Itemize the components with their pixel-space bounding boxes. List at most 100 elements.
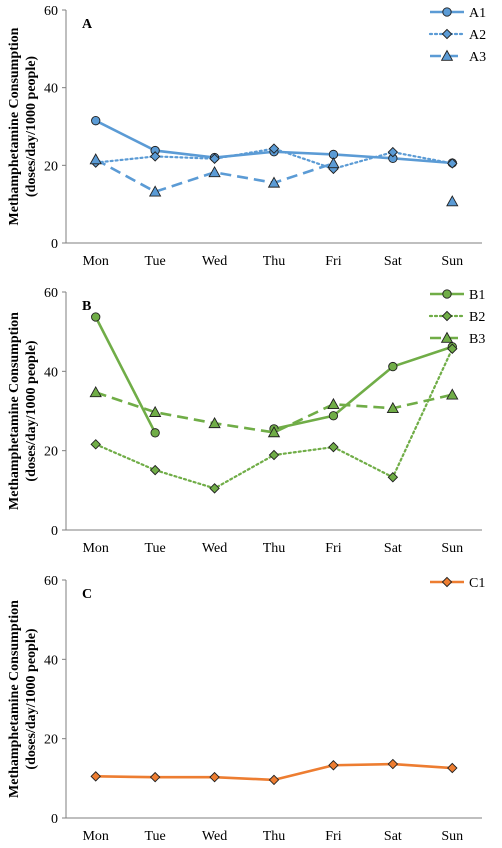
data-point-a3 <box>446 195 459 207</box>
legend-label-a1: A1 <box>469 6 486 21</box>
series-line-b1 <box>94 316 157 434</box>
x-tick-label: Mon <box>82 254 108 269</box>
legend-marker-b2 <box>441 310 453 322</box>
y-axis-title-line2: (doses/day/1000 people) <box>24 340 39 482</box>
x-tick-label: Wed <box>202 254 227 269</box>
y-tick-label: 0 <box>51 812 58 827</box>
data-point-c1 <box>268 774 280 786</box>
legend-marker-a1 <box>442 7 452 17</box>
panel-label: A <box>82 17 93 32</box>
legend-marker-c1 <box>441 576 453 588</box>
y-tick-label: 0 <box>51 524 58 539</box>
legend-marker-a2 <box>441 28 453 40</box>
data-point-c1 <box>387 758 399 770</box>
data-point-c1 <box>447 762 458 774</box>
x-tick-label: Sat <box>384 254 402 269</box>
data-point-b2 <box>90 439 101 450</box>
data-point-b2 <box>209 483 220 494</box>
y-tick-label: 20 <box>44 733 58 748</box>
y-axis-title-line2: (doses/day/1000 people) <box>24 628 39 770</box>
data-point-a3 <box>208 165 221 178</box>
x-tick-label: Tue <box>145 829 166 844</box>
data-point-b3 <box>267 426 281 438</box>
data-point-b2 <box>387 472 399 483</box>
data-point-b1 <box>91 312 101 322</box>
y-axis-title-line2: (doses/day/1000 people) <box>24 56 39 198</box>
x-tick-label: Fri <box>325 254 341 269</box>
data-point-b1 <box>328 411 339 421</box>
data-point-b3 <box>89 386 102 398</box>
legend-label-a3: A3 <box>469 50 486 65</box>
y-tick-label: 60 <box>44 286 58 301</box>
data-point-b3 <box>208 416 221 429</box>
data-point-b2 <box>447 343 458 354</box>
series-line-a1 <box>95 119 453 165</box>
x-tick-label: Thu <box>263 829 286 844</box>
x-tick-label: Thu <box>263 254 286 269</box>
y-axis-title-line1: Methamphetamine Consumption <box>7 312 22 510</box>
y-tick-label: 60 <box>44 4 58 19</box>
data-point-a3 <box>327 157 340 169</box>
x-tick-label: Sun <box>441 829 463 844</box>
x-tick-label: Mon <box>82 541 108 556</box>
x-tick-label: Fri <box>325 829 341 844</box>
data-point-a3 <box>148 185 162 197</box>
y-tick-label: 60 <box>44 574 58 589</box>
legend-label-c1: C1 <box>469 576 485 591</box>
series-b1 <box>91 312 457 438</box>
panel-label: C <box>82 587 92 602</box>
series-line-b1 <box>273 345 453 431</box>
x-tick-label: Thu <box>263 541 286 556</box>
legend-marker-b1 <box>442 289 452 299</box>
series-a3 <box>89 153 459 207</box>
x-tick-label: Sat <box>384 541 402 556</box>
x-tick-label: Tue <box>145 254 166 269</box>
series-b2 <box>90 343 458 494</box>
x-tick-label: Wed <box>202 541 227 556</box>
legend-label-b3: B3 <box>469 332 485 347</box>
y-tick-label: 40 <box>44 82 58 97</box>
data-point-a2 <box>149 151 161 162</box>
panel-b: 0 20 40 60 Mon Tue Wed Thu Fri Sat Sun Methamphetam… <box>7 286 485 556</box>
data-point-c1 <box>328 760 339 771</box>
y-tick-label: 40 <box>44 365 58 380</box>
data-point-a1 <box>91 116 101 126</box>
data-point-a2 <box>268 143 280 154</box>
x-tick-label: Wed <box>202 829 227 844</box>
x-tick-label: Sun <box>441 254 463 269</box>
y-axis-title-line1: Methamphetamine Consumption <box>7 27 22 225</box>
y-tick-label: 0 <box>51 237 58 252</box>
data-point-b1 <box>150 428 160 438</box>
data-point-b1 <box>388 361 398 372</box>
data-point-b2 <box>268 449 280 461</box>
data-point-b2 <box>149 464 161 476</box>
x-tick-label: Tue <box>145 541 166 556</box>
legend-label-a2: A2 <box>469 28 486 43</box>
data-point-c1 <box>149 771 161 783</box>
data-point-a2 <box>447 158 458 169</box>
legend-label-b1: B1 <box>469 288 485 303</box>
y-tick-label: 20 <box>44 445 58 460</box>
legend-label-b2: B2 <box>469 310 485 325</box>
data-point-c1 <box>209 771 220 783</box>
data-point-b3 <box>327 397 340 410</box>
data-point-b2 <box>328 441 339 453</box>
y-tick-label: 20 <box>44 159 58 174</box>
series-a1 <box>91 116 457 168</box>
legend-marker-b3 <box>440 331 454 343</box>
x-tick-label: Mon <box>82 829 108 844</box>
panel-a: 0 20 40 60 Mon Tue Wed Thu Fri Sat Sun Methamphetam… <box>7 4 486 269</box>
data-point-a3 <box>89 153 102 165</box>
data-point-a3 <box>267 176 281 188</box>
y-axis-title-line1: Methamphetamine Consumption <box>7 600 22 798</box>
panel-label: B <box>82 299 91 314</box>
series-line-a3 <box>95 158 334 194</box>
data-point-b3 <box>386 401 400 413</box>
data-point-b3 <box>446 388 459 400</box>
data-point-b3 <box>148 405 162 417</box>
y-tick-label: 40 <box>44 653 58 668</box>
legend-marker-a3 <box>440 49 454 61</box>
x-tick-label: Sun <box>441 541 463 556</box>
data-point-a2 <box>387 146 399 158</box>
